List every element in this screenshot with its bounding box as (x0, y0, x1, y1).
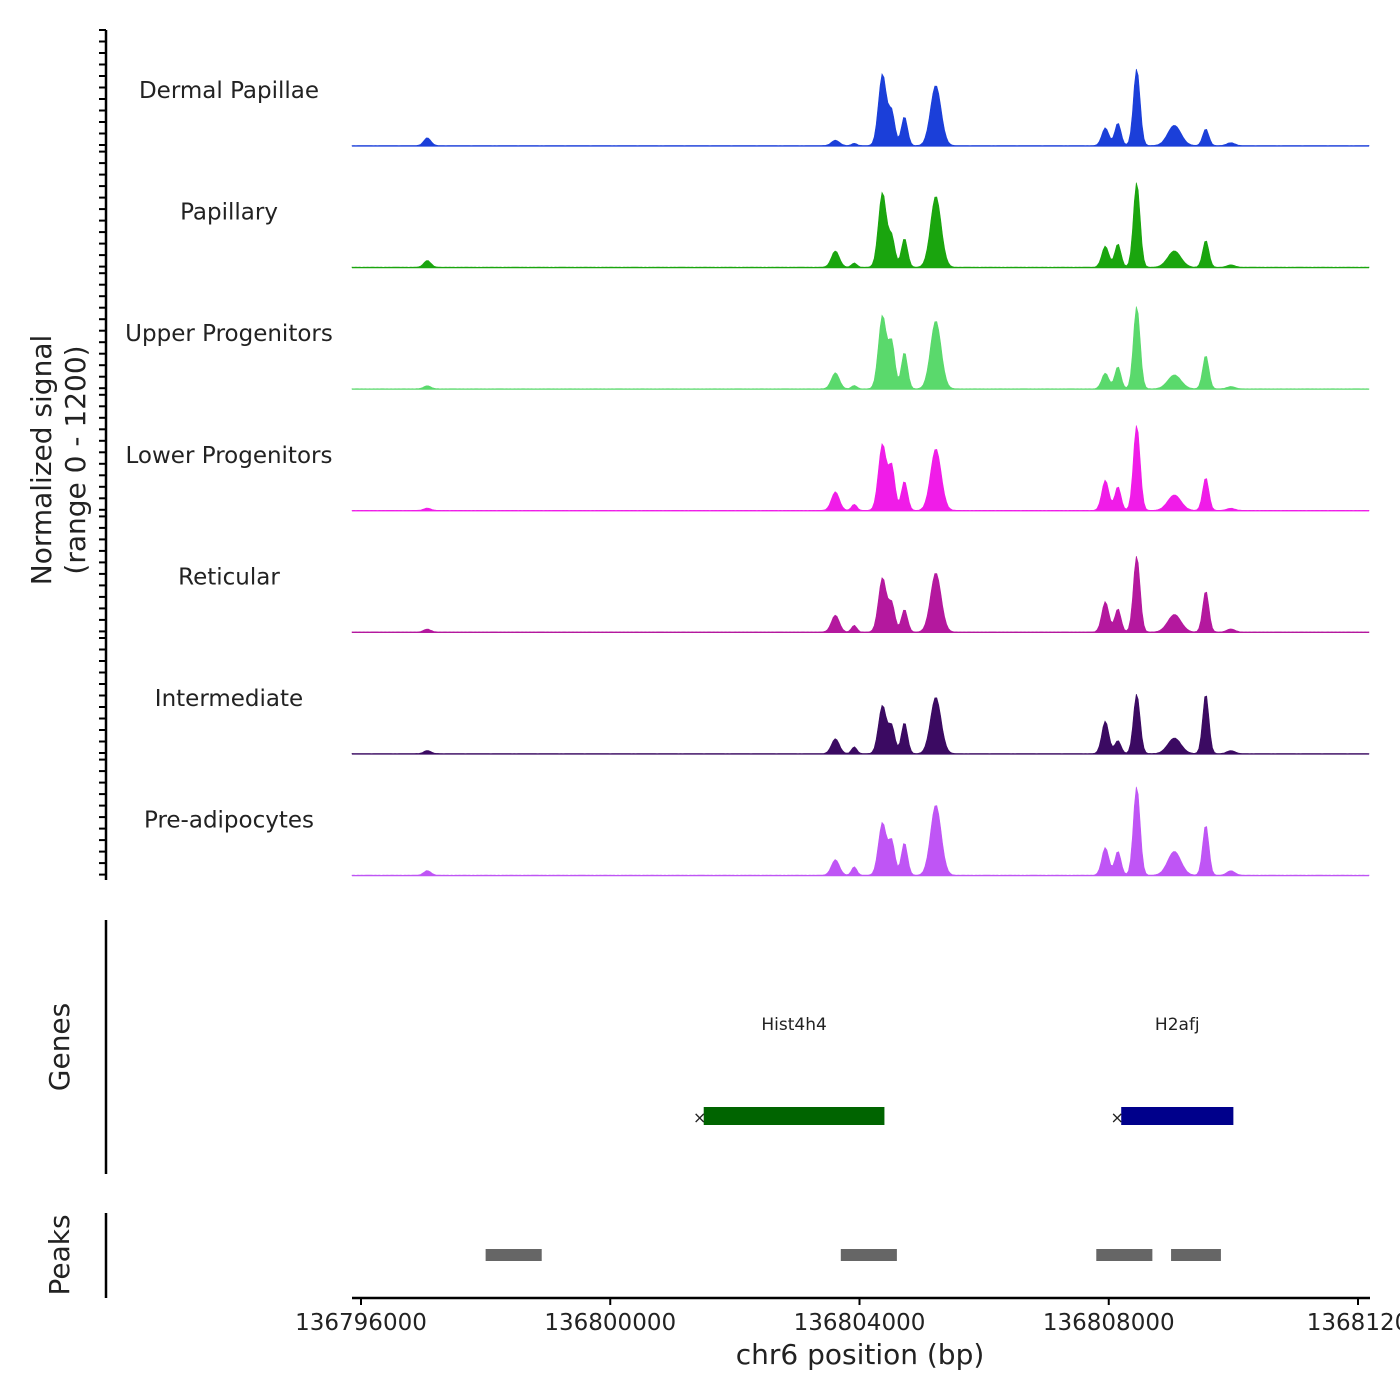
strand-marker: × (693, 1108, 706, 1127)
peak-bar (485, 1249, 542, 1261)
peak-bar (1096, 1249, 1153, 1261)
gene-body (703, 1107, 885, 1125)
peak-bar (1171, 1249, 1221, 1261)
gene-annotations: × Hist4h4 × H2afj (693, 1015, 1234, 1127)
peaks-panel-label: Peaks (43, 1214, 76, 1295)
track-label: Dermal Papillae (139, 78, 319, 104)
x-tick-label: 136804000 (794, 1310, 926, 1336)
track-label: Papillary (180, 200, 278, 226)
signal-area (351, 306, 1370, 390)
peak-bar (840, 1249, 897, 1261)
genes-panel-label: Genes (43, 1003, 76, 1091)
x-tick-label: 136800000 (544, 1310, 676, 1336)
gene-label: Hist4h4 (761, 1015, 826, 1035)
x-axis-ticks: 136796000 136800000 136804000 136808000 1368… (295, 1298, 1400, 1336)
track-label: Reticular (178, 564, 280, 590)
signal-tracks: Dermal Papillae Papillary Upper Progenitor… (125, 68, 1370, 877)
track-label: Lower Progenitors (126, 443, 333, 469)
y-axis-title: Normalized signal (25, 335, 58, 586)
strand-marker: × (1111, 1108, 1124, 1127)
signal-area (351, 693, 1370, 755)
signal-area (351, 68, 1370, 147)
signal-area (351, 786, 1370, 876)
track-label: Pre-adipocytes (144, 808, 314, 834)
track-label: Intermediate (155, 686, 303, 712)
x-tick-label: 136796000 (295, 1310, 427, 1336)
y-axis-subtitle: (range 0 - 1200) (59, 345, 92, 574)
signal-area (351, 556, 1370, 633)
signal-y-ticks (99, 29, 106, 876)
x-tick-label: 1368120 (1307, 1310, 1400, 1336)
signal-area (351, 425, 1370, 512)
gene-label: H2afj (1155, 1015, 1200, 1035)
peak-regions (485, 1249, 1221, 1261)
x-tick-label: 136808000 (1043, 1310, 1175, 1336)
x-axis-title: chr6 position (bp) (736, 1338, 985, 1371)
track-label: Upper Progenitors (125, 321, 333, 347)
signal-area (351, 182, 1370, 268)
gene-body (1121, 1107, 1234, 1125)
